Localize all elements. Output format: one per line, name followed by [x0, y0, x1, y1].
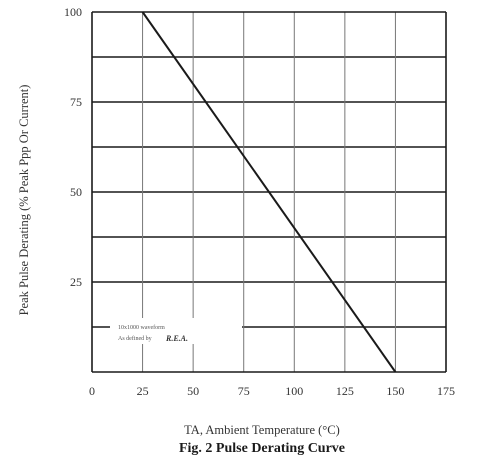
data-series — [141, 11, 397, 373]
x-tick-label: 75 — [238, 384, 250, 398]
annotation-line-1: 10x1000 waveform — [118, 324, 165, 331]
annotation-mask — [110, 318, 242, 344]
annotation-line-3: R.E.A. — [165, 334, 188, 343]
x-tick-label: 150 — [386, 384, 404, 398]
x-tick-label: 125 — [336, 384, 354, 398]
y-tick-label: 50 — [70, 185, 82, 199]
y-tick-label: 75 — [70, 95, 82, 109]
x-tick-labels: 0 25 50 75 100 125 150 175 — [89, 384, 455, 398]
y-axis-title: Peak Pulse Derating (% Peak Ppp Or Curre… — [17, 85, 31, 316]
annotation-line-2: As defined by — [118, 335, 152, 342]
waveform-annotation: 10x1000 waveform As defined by R.E.A. — [110, 318, 242, 344]
plot-frame — [91, 11, 447, 373]
x-tick-label: 0 — [89, 384, 95, 398]
x-axis-title: TA, Ambient Temperature (°C) — [184, 423, 340, 437]
x-tick-label: 25 — [137, 384, 149, 398]
figure-title: Fig. 2 Pulse Derating Curve — [179, 441, 345, 456]
y-tick-label: 100 — [64, 5, 82, 19]
x-tick-label: 100 — [285, 384, 303, 398]
x-tick-label: 50 — [187, 384, 199, 398]
x-tick-label: 175 — [437, 384, 455, 398]
grid-lines — [92, 12, 446, 372]
derating-curve — [141, 11, 397, 373]
y-tick-label: 25 — [70, 275, 82, 289]
y-tick-labels: 25 50 75 100 — [64, 5, 82, 289]
